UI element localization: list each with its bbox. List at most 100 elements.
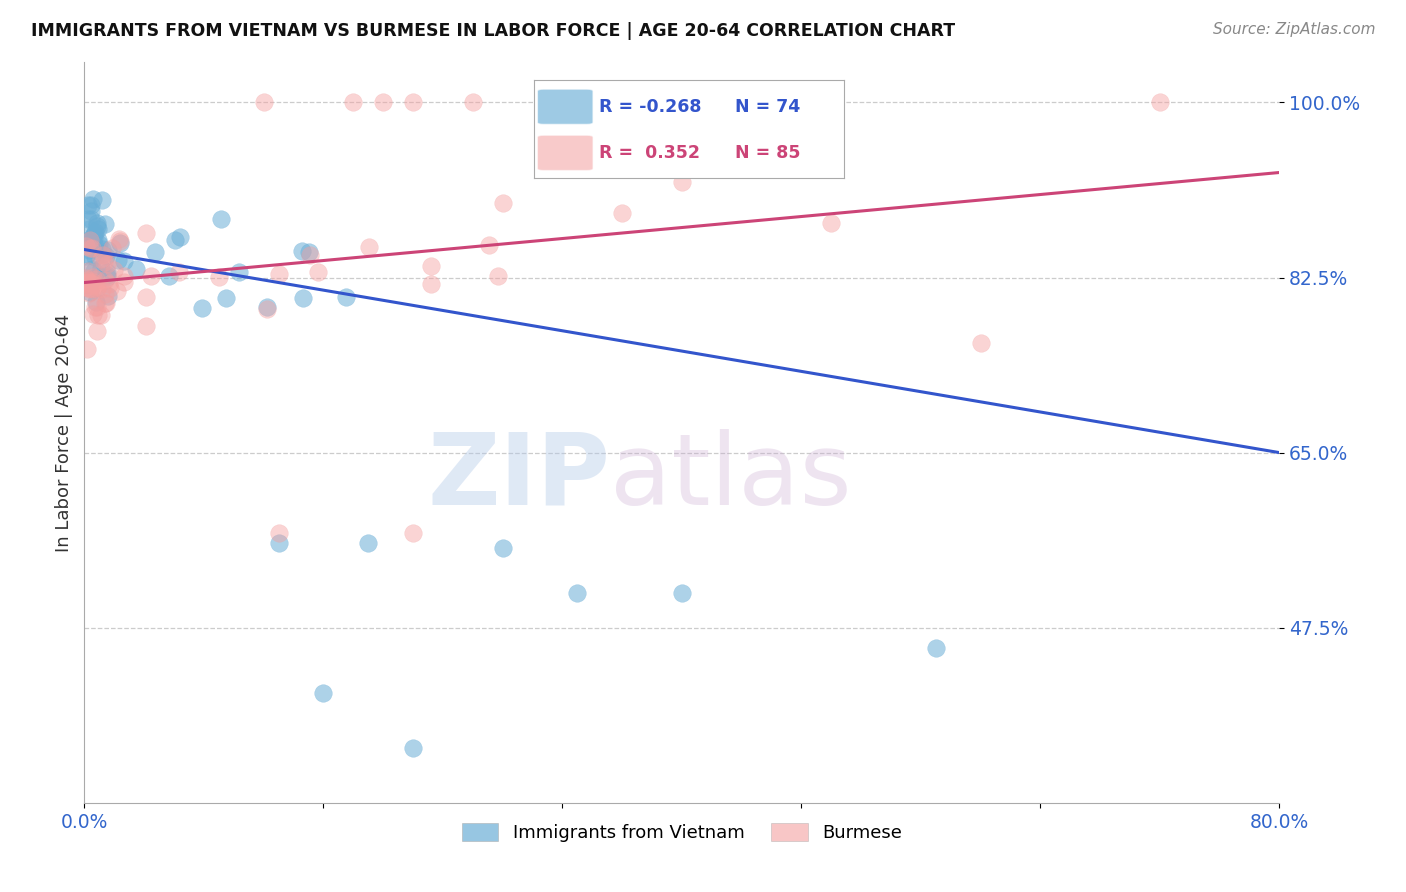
Text: N = 74: N = 74 xyxy=(735,98,800,116)
Point xyxy=(312,686,335,700)
Point xyxy=(80,204,103,219)
Point xyxy=(94,249,117,263)
Point xyxy=(87,236,110,251)
Point xyxy=(373,95,395,110)
Point xyxy=(83,237,105,252)
Text: atlas: atlas xyxy=(610,428,852,525)
Point xyxy=(90,247,112,261)
Point xyxy=(94,217,117,231)
Point xyxy=(139,269,162,284)
Point xyxy=(208,269,231,284)
Point xyxy=(82,283,104,297)
Point xyxy=(107,253,129,268)
Point xyxy=(82,276,104,290)
Point xyxy=(228,264,250,278)
Point xyxy=(1149,95,1171,110)
Point xyxy=(83,225,105,239)
Point xyxy=(478,238,501,252)
Point xyxy=(402,740,425,755)
Point xyxy=(357,535,380,549)
Point xyxy=(79,233,101,247)
Text: IMMIGRANTS FROM VIETNAM VS BURMESE IN LABOR FORCE | AGE 20-64 CORRELATION CHART: IMMIGRANTS FROM VIETNAM VS BURMESE IN LA… xyxy=(31,22,955,40)
Point xyxy=(402,525,425,540)
Point xyxy=(75,239,97,253)
Point xyxy=(82,269,104,284)
Point xyxy=(671,585,693,599)
Point xyxy=(86,282,108,296)
Point xyxy=(96,257,118,271)
Point xyxy=(76,275,98,289)
Y-axis label: In Labor Force | Age 20-64: In Labor Force | Age 20-64 xyxy=(55,313,73,552)
Point xyxy=(820,215,842,229)
Point xyxy=(292,292,315,306)
Point xyxy=(79,285,101,299)
Point xyxy=(215,291,238,305)
Point xyxy=(307,265,329,279)
Point xyxy=(298,244,321,259)
Point xyxy=(86,215,108,229)
Point xyxy=(112,268,135,283)
Point xyxy=(342,95,364,110)
Point xyxy=(612,205,634,219)
Point xyxy=(96,265,118,279)
Point xyxy=(75,249,97,263)
Point xyxy=(87,308,110,322)
Point xyxy=(112,275,135,289)
Point xyxy=(169,230,191,244)
Point xyxy=(83,227,105,241)
Point xyxy=(97,277,120,291)
Point xyxy=(79,241,101,255)
Point xyxy=(80,261,103,276)
Point xyxy=(291,244,314,258)
Point xyxy=(488,269,510,284)
Point xyxy=(90,308,112,322)
FancyBboxPatch shape xyxy=(537,89,593,124)
Point xyxy=(298,248,321,262)
Point xyxy=(83,271,105,285)
Point xyxy=(77,221,100,235)
Point xyxy=(135,227,157,241)
Point xyxy=(90,252,112,266)
Point xyxy=(82,307,104,321)
Point xyxy=(77,198,100,212)
Point xyxy=(209,212,232,227)
Point xyxy=(79,211,101,226)
Point xyxy=(91,193,114,207)
Point xyxy=(76,273,98,287)
Point xyxy=(82,236,104,251)
Point xyxy=(82,229,104,244)
Point xyxy=(335,290,357,304)
Point xyxy=(98,281,121,295)
Point xyxy=(105,284,128,298)
Point xyxy=(94,273,117,287)
Point xyxy=(93,255,115,269)
Point xyxy=(108,234,131,248)
Point xyxy=(419,277,441,291)
Point xyxy=(75,234,97,248)
Point xyxy=(357,240,380,254)
Point xyxy=(80,240,103,254)
Point xyxy=(84,295,107,310)
Point xyxy=(256,302,278,317)
FancyBboxPatch shape xyxy=(537,136,593,170)
Point xyxy=(87,233,110,247)
Point xyxy=(94,295,117,310)
Point xyxy=(167,265,190,279)
Point xyxy=(90,260,112,275)
Point xyxy=(94,287,117,301)
Point xyxy=(267,535,290,549)
Point xyxy=(84,272,107,286)
Text: ZIP: ZIP xyxy=(427,428,610,525)
Point xyxy=(492,195,515,210)
Point xyxy=(267,525,290,540)
Point xyxy=(253,95,276,110)
Point xyxy=(83,231,105,245)
Point xyxy=(108,232,131,246)
Point xyxy=(97,289,120,303)
Point xyxy=(135,319,157,334)
Point xyxy=(93,296,115,310)
Point xyxy=(76,342,98,356)
Point xyxy=(190,301,212,316)
Text: R = -0.268: R = -0.268 xyxy=(599,98,702,116)
Point xyxy=(80,197,103,211)
